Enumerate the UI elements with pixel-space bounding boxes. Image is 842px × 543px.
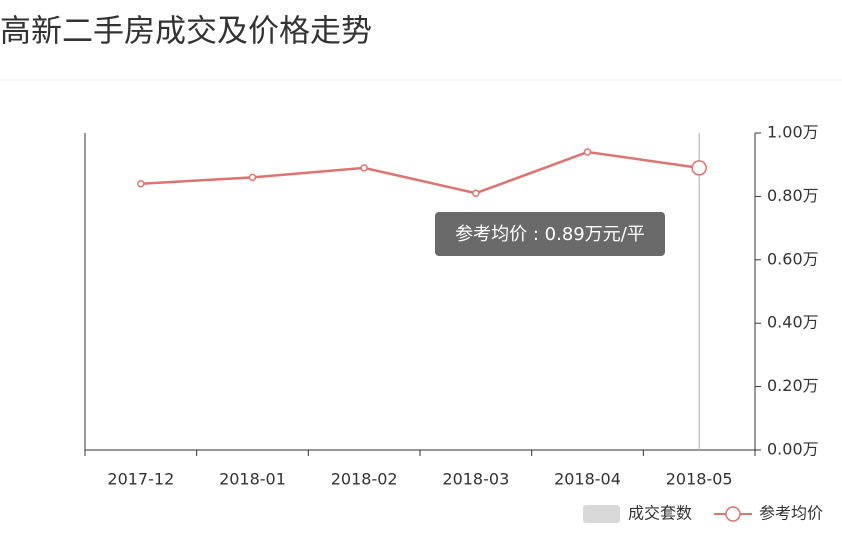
tooltip: 参考均价 : 0.89万元/平: [435, 212, 665, 256]
chart-title: 高新二手房成交及价格走势: [0, 14, 372, 50]
point: [691, 160, 707, 176]
x-tick-label: 2018-04: [554, 470, 621, 489]
point: [472, 189, 480, 197]
tooltip-box: [435, 212, 665, 256]
x-tick-label: 2018-01: [219, 470, 286, 489]
x-tick-label: 2017-12: [107, 470, 174, 489]
point: [360, 164, 368, 172]
x-tick-label: 2018-02: [331, 470, 398, 489]
x-tick-label: 2018-05: [666, 470, 733, 489]
tooltip-text: 参考均价 : 0.89万元/平: [455, 224, 645, 245]
y-tick-label: 0.20万: [767, 376, 819, 395]
legend-label: 成交套数: [628, 504, 692, 523]
legend-swatch: [583, 505, 620, 523]
legend-label: 参考均价: [759, 504, 823, 523]
y-tick-label: 1.00万: [767, 123, 819, 142]
x-tick-label: 2018-03: [442, 470, 509, 489]
legend-swatch: [725, 506, 741, 522]
point: [583, 148, 592, 156]
y-tick-label: 0.80万: [767, 186, 819, 205]
point: [248, 173, 257, 182]
y-tick-label: 0.40万: [767, 313, 819, 332]
point: [137, 179, 145, 188]
y-tick-label: 0.00万: [767, 440, 819, 459]
y-tick-label: 0.60万: [767, 249, 819, 268]
line: [140, 150, 700, 195]
